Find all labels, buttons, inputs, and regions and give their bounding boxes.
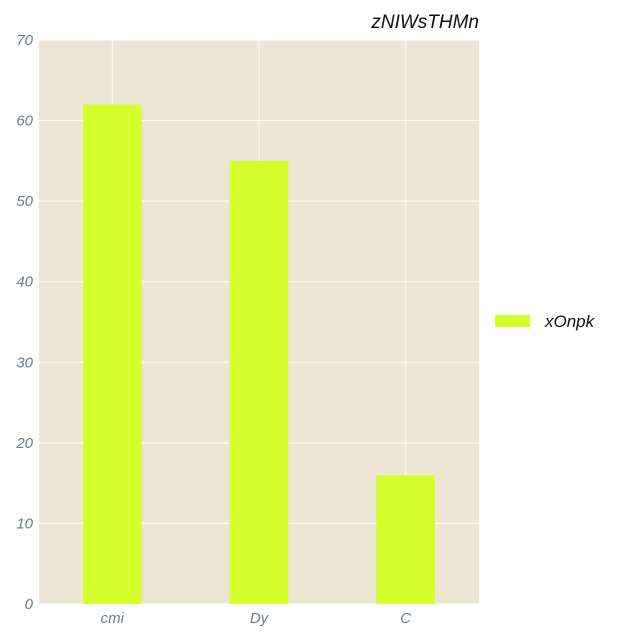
chart-title: zNIWsTHMn xyxy=(370,12,479,33)
x-tick-label: cmi xyxy=(101,610,125,627)
legend: xOnpk xyxy=(495,312,596,331)
y-tick-label: 70 xyxy=(16,32,33,49)
y-axis: 0 10 20 30 40 50 60 70 xyxy=(15,32,33,613)
y-tick-label: 50 xyxy=(16,193,33,210)
legend-label: xOnpk xyxy=(544,312,596,331)
legend-swatch xyxy=(495,315,530,327)
y-tick-label: 40 xyxy=(16,274,33,291)
y-tick-label: 30 xyxy=(16,354,33,371)
bar-C xyxy=(376,475,435,604)
bar-Dy xyxy=(229,160,289,604)
y-tick-label: 0 xyxy=(25,596,34,613)
y-tick-label: 60 xyxy=(16,113,33,130)
x-axis: cmi Dy C xyxy=(101,610,412,627)
bars xyxy=(83,104,435,604)
x-tick-label: Dy xyxy=(250,610,270,627)
y-tick-label: 20 xyxy=(15,435,33,452)
y-tick-label: 10 xyxy=(16,515,33,532)
bar-cmi xyxy=(83,104,142,604)
x-tick-label: C xyxy=(400,610,411,627)
